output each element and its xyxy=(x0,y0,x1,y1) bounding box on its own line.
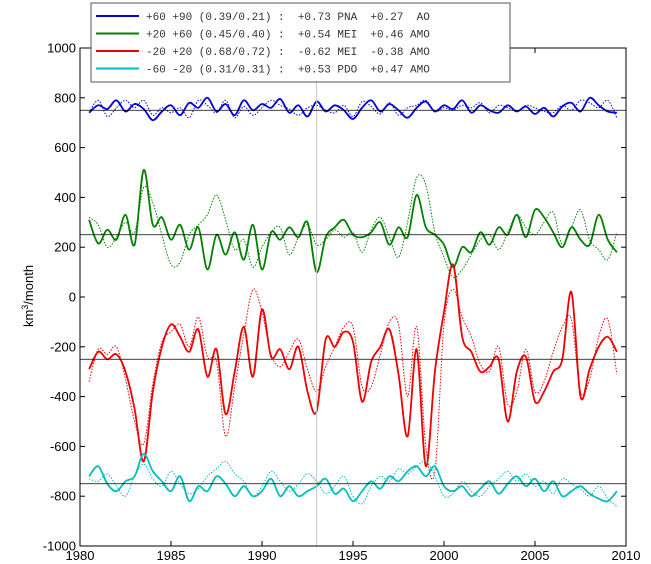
series-1-line xyxy=(88,169,618,274)
plot-frame xyxy=(79,47,627,547)
y-tick-label: -600 xyxy=(50,439,76,454)
series-0-line xyxy=(88,96,618,122)
legend-label-2: -20 +20 (0.68/0.72) : -0.62 MEI -0.38 AM… xyxy=(146,47,430,59)
y-axis-title: km3/month xyxy=(20,265,36,327)
series-layer xyxy=(88,96,618,507)
axes: 1980 1985 1990 1995 2000 2005 2010-1000-800-60… xyxy=(43,41,641,564)
series-3-line xyxy=(88,453,618,503)
legend-label-3: -60 -20 (0.31/0.31) : +0.53 PDO +0.47 AM… xyxy=(146,65,430,77)
y-tick-label: 800 xyxy=(54,90,76,105)
y-axis-title-suffix: /month xyxy=(21,265,36,305)
legend-label-0: +60 +90 (0.39/0.21) : +0.73 PNA +0.27 AO xyxy=(146,12,430,24)
x-tick-label: 2010 xyxy=(612,548,641,563)
x-tick-label: 1980 xyxy=(66,548,95,563)
y-tick-label: 200 xyxy=(54,240,76,255)
series-2-line xyxy=(88,263,618,468)
x-tick-label: 1990 xyxy=(248,548,277,563)
x-tick-label: 1995 xyxy=(339,548,368,563)
x-tick-label: 2000 xyxy=(430,548,459,563)
y-tick-label: 1000 xyxy=(47,41,76,56)
x-tick-label: 1985 xyxy=(157,548,186,563)
x-tick-label: 2005 xyxy=(521,548,550,563)
y-axis-title-main: km xyxy=(21,310,36,327)
series-1-model-line xyxy=(88,174,618,279)
legend-label-1: +20 +60 (0.45/0.40) : +0.54 MEI +0.46 AM… xyxy=(146,30,430,42)
y-tick-label: 600 xyxy=(54,140,76,155)
y-tick-label: 0 xyxy=(69,290,76,305)
y-tick-label: -200 xyxy=(50,339,76,354)
y-axis-title-sup: 3 xyxy=(20,305,30,310)
legend-box xyxy=(90,2,511,83)
series-0-model-line xyxy=(88,99,618,119)
mean-reference-lines xyxy=(80,48,626,546)
y-tick-label: 400 xyxy=(54,190,76,205)
legend: +60 +90 (0.39/0.21) : +0.73 PNA +0.27 AO… xyxy=(90,2,511,83)
y-tick-label: -800 xyxy=(50,489,76,504)
y-tick-label: -1000 xyxy=(43,539,76,554)
y-tick-label: -400 xyxy=(50,389,76,404)
series-2-model-line xyxy=(88,288,618,480)
